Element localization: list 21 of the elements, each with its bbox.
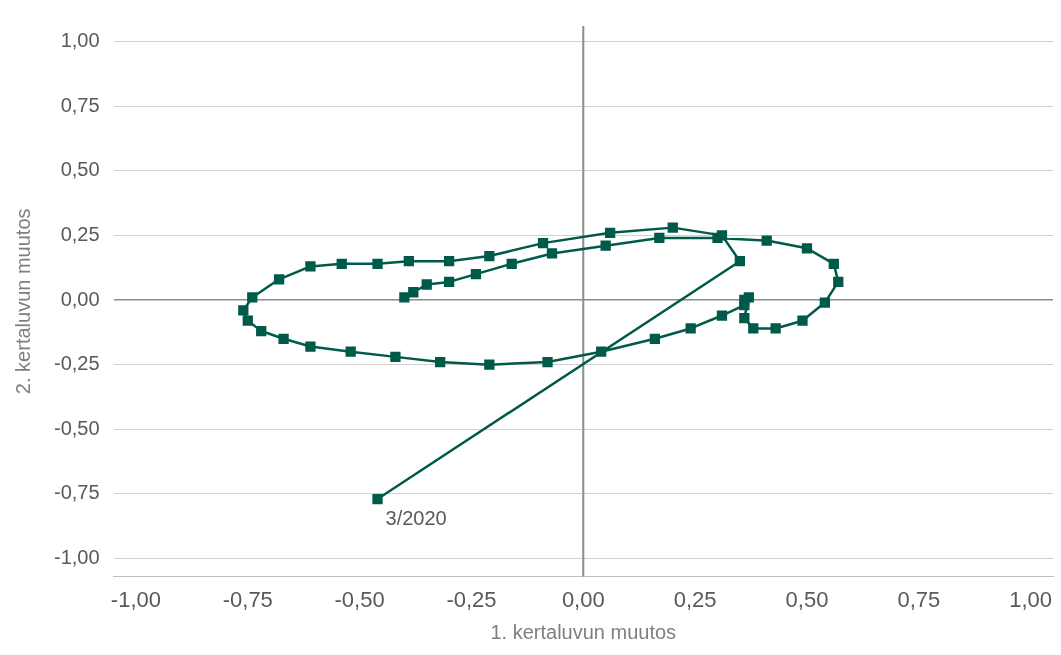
annotation: 3/2020 bbox=[385, 506, 447, 529]
y-axis-title: 2. kertaluvun muutos bbox=[11, 208, 34, 395]
y-tick-label: 0,50 bbox=[60, 158, 100, 181]
x-tick-label: -1,00 bbox=[110, 586, 162, 612]
y-tick-label: 0,00 bbox=[60, 287, 100, 310]
y-tick-label: -0,75 bbox=[53, 481, 100, 504]
x-axis-title: 1. kertaluvun muutos bbox=[490, 620, 677, 643]
y-tick-label: 1,00 bbox=[60, 29, 100, 52]
y-tick-label: 0,25 bbox=[60, 222, 100, 245]
y-tick-label: -0,50 bbox=[53, 416, 100, 439]
x-tick-label: 0,25 bbox=[673, 586, 717, 612]
y-tick-label: -0,25 bbox=[53, 352, 100, 375]
x-tick-label: 0,00 bbox=[561, 586, 605, 612]
y-tick-label: -1,00 bbox=[53, 546, 100, 569]
x-tick-label: -0,25 bbox=[446, 586, 497, 612]
x-tick-label: -0,75 bbox=[222, 586, 273, 612]
x-tick-label: -0,50 bbox=[334, 586, 385, 612]
x-tick-label: 1,00 bbox=[1009, 586, 1053, 612]
x-tick-label: 0,50 bbox=[785, 586, 829, 612]
x-tick-label: 0,75 bbox=[897, 586, 941, 612]
y-tick-label: 0,75 bbox=[60, 93, 100, 116]
